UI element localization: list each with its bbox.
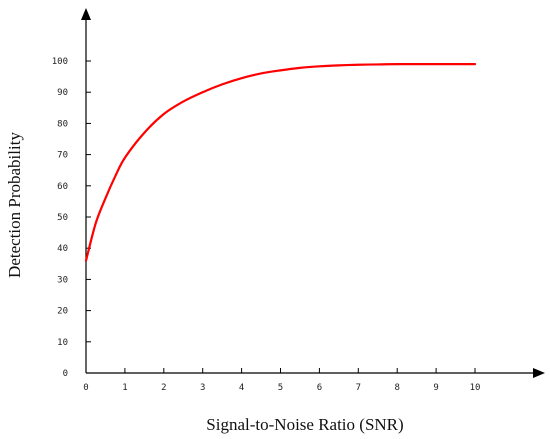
x-tick-label: 8 <box>394 383 399 393</box>
x-tick-label: 1 <box>122 383 127 393</box>
x-tick-label: 9 <box>433 383 438 393</box>
x-tick-label: 0 <box>83 383 88 393</box>
y-tick-label: 100 <box>52 57 68 67</box>
axes <box>81 8 545 378</box>
x-axis-arrow-icon <box>533 368 545 378</box>
y-tick-label: 20 <box>57 307 68 317</box>
x-tick-label: 4 <box>239 383 244 393</box>
y-tick-label: 10 <box>57 338 68 348</box>
x-tick-label: 7 <box>356 383 361 393</box>
y-tick-label: 0 <box>63 369 68 379</box>
y-axis-title: Detection Probability <box>5 132 24 278</box>
x-axis-title: Signal-to-Noise Ratio (SNR) <box>206 415 403 434</box>
series <box>84 62 477 262</box>
y-tick-label: 30 <box>57 275 68 285</box>
y-tick-label: 80 <box>57 119 68 129</box>
y-tick-label: 90 <box>57 88 68 98</box>
x-tick-label: 3 <box>200 383 205 393</box>
x-tick-label: 6 <box>317 383 322 393</box>
series-line-detection-probability <box>84 62 477 262</box>
y-tick-label: 40 <box>57 244 68 254</box>
y-tick-label: 60 <box>57 182 68 192</box>
x-tick-label: 2 <box>161 383 166 393</box>
x-tick-label: 10 <box>470 383 481 393</box>
y-axis-arrow-icon <box>81 8 91 20</box>
y-tick-label: 50 <box>57 213 68 223</box>
x-tick-label: 5 <box>278 383 283 393</box>
y-tick-label: 70 <box>57 151 68 161</box>
